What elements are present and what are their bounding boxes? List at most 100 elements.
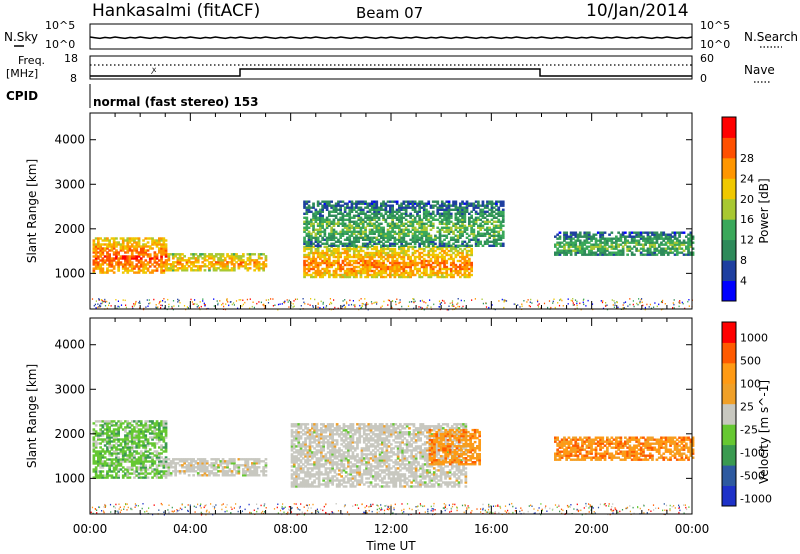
echo-cell [375, 228, 379, 231]
echo-cell [590, 247, 593, 250]
echo-cell [312, 236, 315, 239]
nsearch-label: N.Search [744, 30, 798, 44]
echo-cell [375, 208, 379, 211]
noise-cell [688, 305, 690, 307]
echo-cell [348, 240, 352, 243]
echo-cell [675, 253, 679, 256]
echo-cell [305, 222, 309, 225]
echo-cell [135, 247, 139, 250]
noise-cell [279, 303, 281, 305]
noise-cell [376, 303, 378, 305]
echo-cell [427, 261, 431, 265]
noise-cell [196, 303, 198, 306]
noise-cell [312, 305, 314, 307]
echo-cell [328, 275, 331, 279]
echo-cell [567, 243, 571, 246]
echo-cell [219, 253, 223, 256]
echo-cell [366, 265, 370, 269]
echo-cell [653, 233, 657, 236]
echo-cell [192, 269, 195, 272]
echo-cell [368, 228, 372, 231]
echo-cell [310, 251, 313, 255]
echo-cell [370, 224, 374, 227]
echo-cell [219, 259, 223, 262]
echo-cell [165, 472, 168, 475]
echo-cell [384, 206, 388, 209]
echo-cell [199, 470, 202, 473]
echo-cell [364, 216, 367, 219]
echo-cell [563, 247, 566, 250]
noise-cell [448, 309, 450, 311]
echo-cell [348, 247, 352, 251]
echo-cell [137, 446, 141, 449]
echo-cell [155, 458, 159, 461]
echo-cell [411, 208, 415, 211]
noise-cell [439, 303, 441, 305]
echo-cell [395, 216, 399, 219]
echo-cell [325, 224, 329, 227]
noise-cell [606, 308, 609, 311]
echo-cell [332, 269, 336, 273]
echo-cell [646, 253, 650, 256]
echo-cell [101, 474, 105, 477]
echo-cell [615, 253, 618, 256]
echo-cell [144, 472, 148, 475]
noise-cell [244, 301, 246, 304]
echo-cell [384, 240, 388, 243]
echo-cell [314, 228, 318, 231]
echo-cell [495, 212, 498, 215]
echo-cell [402, 253, 406, 257]
echo-cell [370, 240, 374, 243]
echo-cell [325, 200, 329, 203]
echo-cell [142, 426, 145, 429]
echo-cell [585, 253, 589, 256]
echo-cell [328, 218, 331, 221]
echo-cell [472, 238, 476, 241]
echo-cell [599, 233, 602, 236]
echo-cell [319, 214, 322, 217]
echo-cell [409, 224, 412, 227]
echo-cell [99, 446, 102, 449]
echo-cell [341, 242, 345, 245]
echo-cell [427, 200, 431, 203]
noise-cell [194, 299, 196, 301]
echo-cell [373, 230, 376, 233]
echo-cell [459, 251, 462, 255]
echo-cell [133, 464, 136, 467]
echo-cell [133, 450, 136, 453]
echo-cell [413, 257, 417, 261]
echo-cell [366, 222, 370, 225]
echo-cell [144, 438, 148, 441]
echo-cell [492, 230, 496, 233]
echo-cell [121, 267, 125, 270]
cpid-value: normal (fast stereo) 153 [93, 95, 259, 109]
echo-cell [352, 228, 356, 231]
echo-cell [185, 466, 189, 469]
echo-cell [230, 259, 234, 262]
noise-cell [194, 303, 196, 305]
echo-cell [483, 206, 487, 209]
echo-cell [601, 249, 605, 252]
echo-cell [299, 425, 303, 428]
echo-cell [501, 200, 505, 203]
echo-cell [312, 226, 315, 229]
noise-cell [341, 305, 343, 308]
echo-cell [669, 237, 672, 240]
echo-cell [619, 249, 623, 252]
echo-cell [262, 472, 265, 475]
echo-cell [307, 261, 311, 265]
echo-cell [413, 263, 417, 267]
echo-cell [183, 259, 186, 262]
echo-cell [228, 462, 232, 465]
noise-cell [526, 301, 528, 303]
echo-cell [452, 245, 455, 249]
echo-cell [214, 466, 218, 469]
echo-cell [642, 247, 645, 250]
echo-cell [126, 472, 130, 475]
echo-cell [556, 253, 559, 256]
noise-cell [653, 306, 655, 308]
echo-cell [194, 470, 198, 473]
echo-cell [144, 422, 148, 425]
echo-cell [101, 239, 105, 242]
echo-cell [176, 253, 180, 256]
